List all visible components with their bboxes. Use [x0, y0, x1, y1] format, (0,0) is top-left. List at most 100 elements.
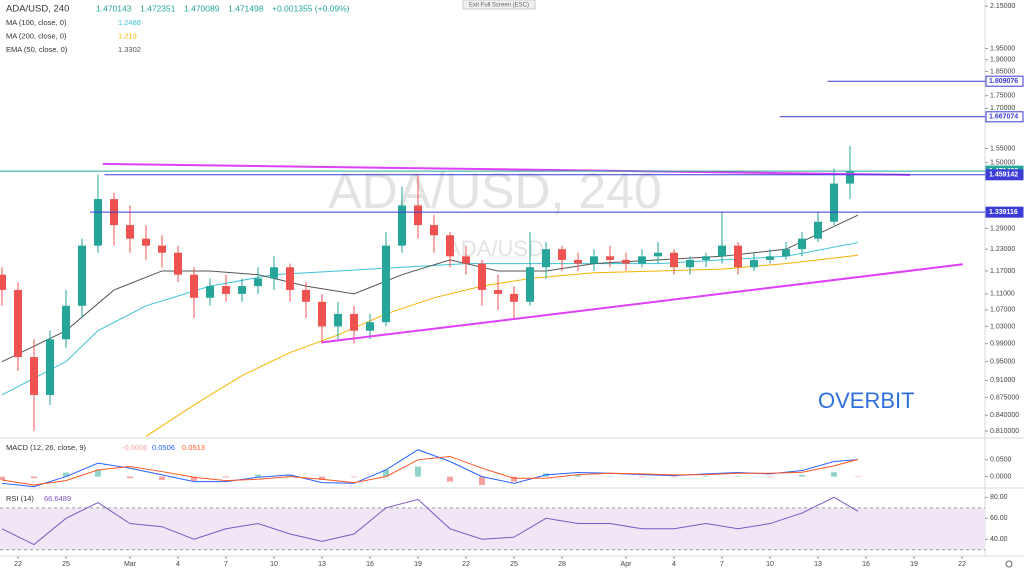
x-tick-label: 22: [958, 561, 966, 568]
price-label: 1.809076: [989, 78, 1018, 85]
x-tick-label: Mar: [124, 561, 137, 568]
macd-histogram-bar: [127, 476, 133, 479]
macd-histogram-bar: [639, 476, 645, 478]
y-tick-label: 1.75000: [990, 93, 1015, 100]
candle-body: [398, 205, 406, 246]
macd-histogram-bar: [223, 476, 229, 478]
candle-body: [318, 301, 326, 327]
x-tick-label: 4: [672, 561, 676, 568]
indicator-name: MA (100, close, 0): [6, 18, 67, 27]
candle-body: [510, 293, 518, 302]
candle-body: [190, 274, 198, 298]
price-label-box: [985, 206, 1024, 218]
y-tick-label: 1.50000: [990, 160, 1015, 167]
y-tick-label: 1.03000: [990, 323, 1015, 330]
ohlc-value: 1.471498: [228, 3, 264, 13]
candle-body: [334, 313, 342, 327]
rsi-band: [0, 507, 985, 550]
candle-body: [206, 286, 214, 298]
x-tick-label: 22: [14, 561, 22, 568]
macd-histogram-bar: [63, 472, 69, 477]
signal-line: [1, 455, 859, 486]
change-value: +0.001355 (+0.09%): [272, 3, 350, 13]
y-tick-label: 0.0500: [990, 457, 1012, 464]
y-tick-label: 0.91000: [990, 377, 1015, 384]
y-tick-label: 1.29000: [990, 225, 1015, 232]
candle-body: [670, 252, 678, 268]
trendline: [321, 263, 964, 344]
ohlc-value: 1.470089: [184, 3, 220, 13]
y-tick-label: 40.00: [990, 536, 1008, 543]
indicator-value: -0.0006: [122, 443, 147, 452]
macd-histogram-bar: [855, 476, 861, 478]
y-tick-label: 1.17000: [990, 268, 1015, 275]
candle-body: [302, 289, 310, 302]
candle-body: [222, 286, 230, 294]
candle-body: [718, 245, 726, 257]
x-tick-label: 16: [366, 561, 374, 568]
macd-histogram-bar: [0, 476, 5, 480]
indicator-value: 66.6489: [44, 494, 71, 503]
candle-body: [750, 259, 758, 268]
macd-histogram-bar: [607, 476, 613, 478]
candle-body: [238, 286, 246, 294]
candle-body: [686, 259, 694, 268]
x-tick-label: 4: [176, 561, 180, 568]
price-label-box: [985, 75, 1024, 87]
macd-histogram-bar: [767, 476, 773, 478]
macd-histogram-bar: [511, 476, 517, 482]
candle-body: [142, 238, 150, 246]
watermark: ADA/USD, 240: [328, 163, 661, 219]
candle-body: [174, 252, 182, 275]
symbol-title: ADA/USD, 240: [6, 4, 69, 15]
settings-icon[interactable]: [1005, 560, 1013, 568]
candle-body: [286, 267, 294, 290]
candle-body: [62, 305, 70, 340]
moving-average: [1, 242, 859, 396]
candle-body: [462, 256, 470, 264]
exit-fullscreen-label[interactable]: Exit Full Screen (ESC): [469, 3, 529, 9]
y-tick-label: 2.15000: [990, 3, 1015, 10]
candle-body: [414, 205, 422, 226]
candle-body: [702, 256, 710, 260]
pane: ADA/USD, 240 ADA/USD: [0, 80, 985, 437]
candle-body: [494, 289, 502, 294]
x-tick-label: 19: [414, 561, 422, 568]
y-tick-label: 80.00: [990, 494, 1008, 501]
y-tick-label: 1.95000: [990, 45, 1015, 52]
watermark-symbol: ADA/USD: [446, 236, 544, 261]
candle-body: [638, 256, 646, 264]
candle-body: [382, 245, 390, 323]
x-tick-label: 13: [318, 561, 326, 568]
candle-body: [350, 313, 358, 331]
x-tick-label: 25: [510, 561, 518, 568]
x-tick-label: 10: [270, 561, 278, 568]
candle-body: [734, 245, 742, 268]
y-tick-label: 1.23000: [990, 246, 1015, 253]
macd-histogram-bar: [415, 466, 421, 477]
trendline: [102, 162, 911, 176]
candle-body: [558, 249, 566, 260]
x-tick-label: 16: [862, 561, 870, 568]
price-label: 1.667074: [989, 114, 1018, 121]
macd-histogram-bar: [383, 469, 389, 477]
indicator-value: 0.0513: [182, 443, 205, 452]
exit-fullscreen[interactable]: Exit Full Screen (ESC): [462, 0, 536, 10]
candle-body: [270, 267, 278, 279]
y-tick-label: 0.810000: [990, 428, 1019, 435]
macd-histogram-bar: [735, 475, 741, 477]
indicator-name: EMA (50, close, 0): [6, 45, 68, 54]
rsi-line: [1, 496, 859, 546]
macd-histogram-bar: [575, 474, 581, 477]
x-tick-label: 25: [62, 561, 70, 568]
candle-body: [542, 249, 550, 268]
ohlc-value: 1.470143: [96, 3, 132, 13]
x-tick-label: 10: [766, 561, 774, 568]
candle-body: [46, 339, 54, 395]
candle-body: [766, 256, 774, 260]
macd-histogram-bar: [191, 476, 197, 481]
macd-histogram-bar: [287, 474, 293, 477]
candle-body: [14, 289, 22, 358]
candle-body: [654, 252, 662, 257]
